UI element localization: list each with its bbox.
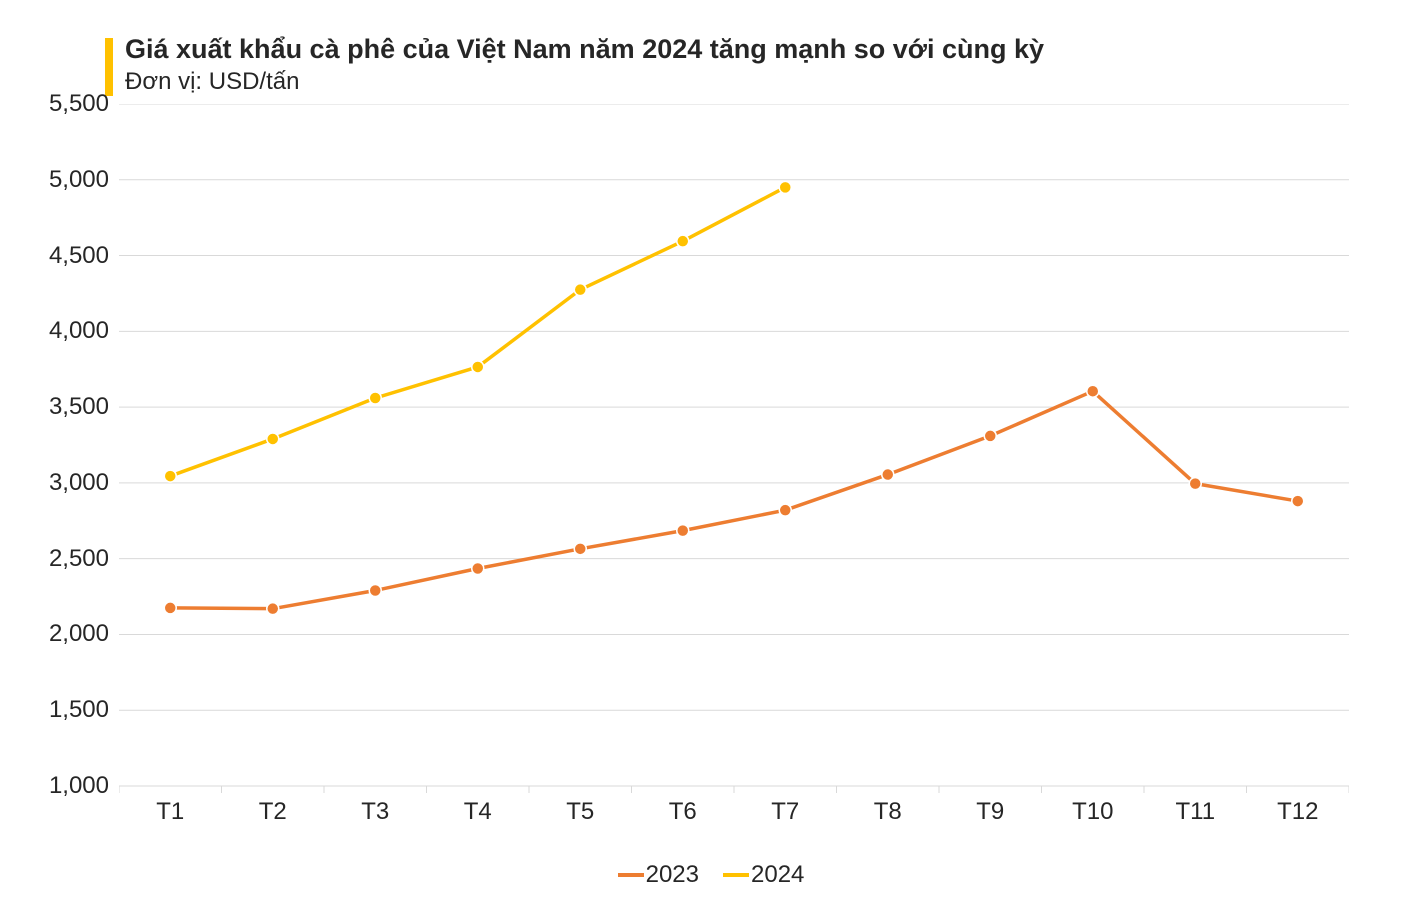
x-tick-label: T4 <box>464 798 492 826</box>
y-tick-label: 1,500 <box>49 696 109 724</box>
series-marker-2023 <box>1292 495 1304 507</box>
y-tick-label: 4,000 <box>49 317 109 345</box>
legend-label: 2024 <box>751 861 804 889</box>
x-tick-label: T10 <box>1072 798 1113 826</box>
series-marker-2023 <box>677 525 689 537</box>
series-marker-2024 <box>267 433 279 445</box>
series-marker-2023 <box>1087 385 1099 397</box>
x-tick-label: T1 <box>156 798 184 826</box>
series-marker-2024 <box>574 284 586 296</box>
x-tick-label: T7 <box>771 798 799 826</box>
series-marker-2023 <box>779 504 791 516</box>
chart-plot-area <box>119 104 1349 798</box>
x-tick-label: T3 <box>361 798 389 826</box>
x-tick-label: T9 <box>976 798 1004 826</box>
series-marker-2024 <box>677 235 689 247</box>
y-tick-label: 3,500 <box>49 393 109 421</box>
series-marker-2023 <box>574 543 586 555</box>
chart-title: Giá xuất khẩu cà phê của Việt Nam năm 20… <box>125 34 1044 65</box>
title-accent-bar <box>105 38 113 96</box>
y-tick-label: 2,000 <box>49 620 109 648</box>
series-marker-2023 <box>882 469 894 481</box>
x-tick-label: T5 <box>566 798 594 826</box>
x-tick-label: T11 <box>1175 798 1215 826</box>
series-marker-2024 <box>472 361 484 373</box>
series-marker-2024 <box>779 181 791 193</box>
chart-container: Giá xuất khẩu cà phê của Việt Nam năm 20… <box>0 0 1422 897</box>
chart-legend: 2023 2024 <box>0 861 1422 889</box>
series-marker-2024 <box>369 392 381 404</box>
series-marker-2024 <box>164 470 176 482</box>
legend-label: 2023 <box>646 861 699 889</box>
legend-swatch <box>723 873 749 877</box>
y-tick-label: 1,000 <box>49 772 109 800</box>
x-tick-label: T6 <box>669 798 697 826</box>
series-marker-2023 <box>164 602 176 614</box>
legend-item-2024: 2024 <box>723 861 804 889</box>
y-tick-label: 4,500 <box>49 242 109 270</box>
legend-item-2023: 2023 <box>618 861 699 889</box>
series-line-2023 <box>170 391 1298 608</box>
y-tick-label: 3,000 <box>49 469 109 497</box>
x-tick-label: T8 <box>874 798 902 826</box>
x-tick-label: T12 <box>1277 798 1318 826</box>
series-marker-2023 <box>984 430 996 442</box>
legend-swatch <box>618 873 644 877</box>
series-marker-2023 <box>267 603 279 615</box>
series-marker-2023 <box>472 563 484 575</box>
y-tick-label: 5,500 <box>49 90 109 118</box>
series-marker-2023 <box>1189 478 1201 490</box>
series-marker-2023 <box>369 584 381 596</box>
y-tick-label: 5,000 <box>49 166 109 194</box>
chart-subtitle: Đơn vị: USD/tấn <box>125 68 299 96</box>
x-tick-label: T2 <box>259 798 287 826</box>
y-tick-label: 2,500 <box>49 545 109 573</box>
